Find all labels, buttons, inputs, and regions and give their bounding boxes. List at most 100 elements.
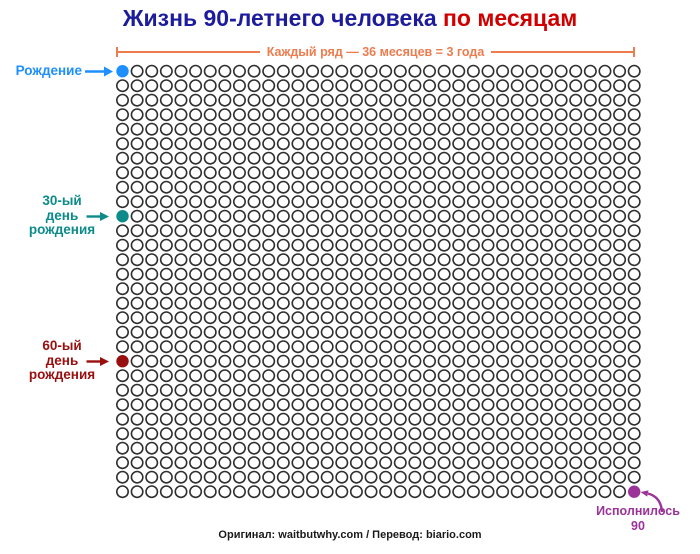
month-dot [291, 325, 305, 339]
month-dot [481, 369, 495, 383]
month-dot [627, 253, 641, 267]
month-dot [569, 340, 583, 354]
month-dot [203, 64, 217, 78]
month-dot [130, 427, 144, 441]
month-dot [393, 224, 407, 238]
month-dot [218, 296, 232, 310]
month-dot [408, 354, 422, 368]
month-dot [145, 340, 159, 354]
month-dot [262, 456, 276, 470]
month-dot [291, 79, 305, 93]
month-dot [539, 412, 553, 426]
month-dot [130, 398, 144, 412]
month-dot [364, 369, 378, 383]
month-dot [613, 64, 627, 78]
month-dot [569, 137, 583, 151]
month-dot [116, 325, 129, 339]
month-dot [466, 427, 480, 441]
month-dot [306, 383, 320, 397]
month-dot [510, 412, 524, 426]
month-dot [291, 151, 305, 165]
month-dot [291, 224, 305, 238]
month-dot [554, 311, 568, 325]
month-dot [349, 383, 363, 397]
month-dot [539, 122, 553, 136]
month-dot [466, 311, 480, 325]
month-dot [510, 238, 524, 252]
month-dot [116, 427, 129, 441]
month-dot [496, 137, 510, 151]
month-dot [320, 412, 334, 426]
month-dot [466, 282, 480, 296]
month-dot [569, 253, 583, 267]
month-dot [583, 195, 597, 209]
month-dot [569, 122, 583, 136]
month-dot [496, 485, 510, 499]
month-dot [510, 224, 524, 238]
month-dot [481, 485, 495, 499]
month-dot [291, 238, 305, 252]
month-dot [598, 224, 612, 238]
month-dot [627, 166, 641, 180]
month-dot [379, 441, 393, 455]
month-dot [364, 166, 378, 180]
month-dot [423, 93, 437, 107]
month-dot [627, 383, 641, 397]
month-dot [423, 180, 437, 194]
month-dot [569, 282, 583, 296]
month-dot [554, 441, 568, 455]
month-dot [569, 427, 583, 441]
month-dot [525, 398, 539, 412]
month-dot [583, 137, 597, 151]
milestone-month-dot [628, 485, 641, 498]
month-dot [379, 166, 393, 180]
month-dot [510, 354, 524, 368]
month-dot [627, 195, 641, 209]
month-dot [393, 267, 407, 281]
month-dot [145, 151, 159, 165]
month-dot [349, 441, 363, 455]
month-dot [423, 470, 437, 484]
month-dot [481, 456, 495, 470]
month-dot [481, 441, 495, 455]
month-dot [525, 282, 539, 296]
month-dot [218, 398, 232, 412]
month-dot [481, 93, 495, 107]
month-dot [174, 93, 188, 107]
month-dot [452, 325, 466, 339]
month-dot [466, 296, 480, 310]
month-dot [189, 137, 203, 151]
month-dot [510, 267, 524, 281]
month-dot [320, 93, 334, 107]
month-dot [189, 369, 203, 383]
month-dot [627, 209, 641, 223]
month-dot [247, 209, 261, 223]
month-dot [116, 296, 129, 310]
month-dot [598, 64, 612, 78]
month-dot [203, 238, 217, 252]
month-dot [393, 93, 407, 107]
month-dot [423, 456, 437, 470]
month-dot [349, 325, 363, 339]
month-dot [189, 122, 203, 136]
month-dot [539, 383, 553, 397]
month-dot [583, 311, 597, 325]
month-dot [539, 151, 553, 165]
month-dot [583, 354, 597, 368]
month-dot [466, 180, 480, 194]
month-dot [569, 470, 583, 484]
month-dot [306, 122, 320, 136]
month-dot [349, 195, 363, 209]
month-dot [569, 93, 583, 107]
month-dot [466, 238, 480, 252]
month-dot [174, 412, 188, 426]
month-dot [232, 282, 246, 296]
month-dot [203, 224, 217, 238]
month-dot [466, 64, 480, 78]
month-dot [452, 209, 466, 223]
month-dot [145, 122, 159, 136]
month-dot [525, 195, 539, 209]
month-dot [510, 441, 524, 455]
month-dot [452, 311, 466, 325]
